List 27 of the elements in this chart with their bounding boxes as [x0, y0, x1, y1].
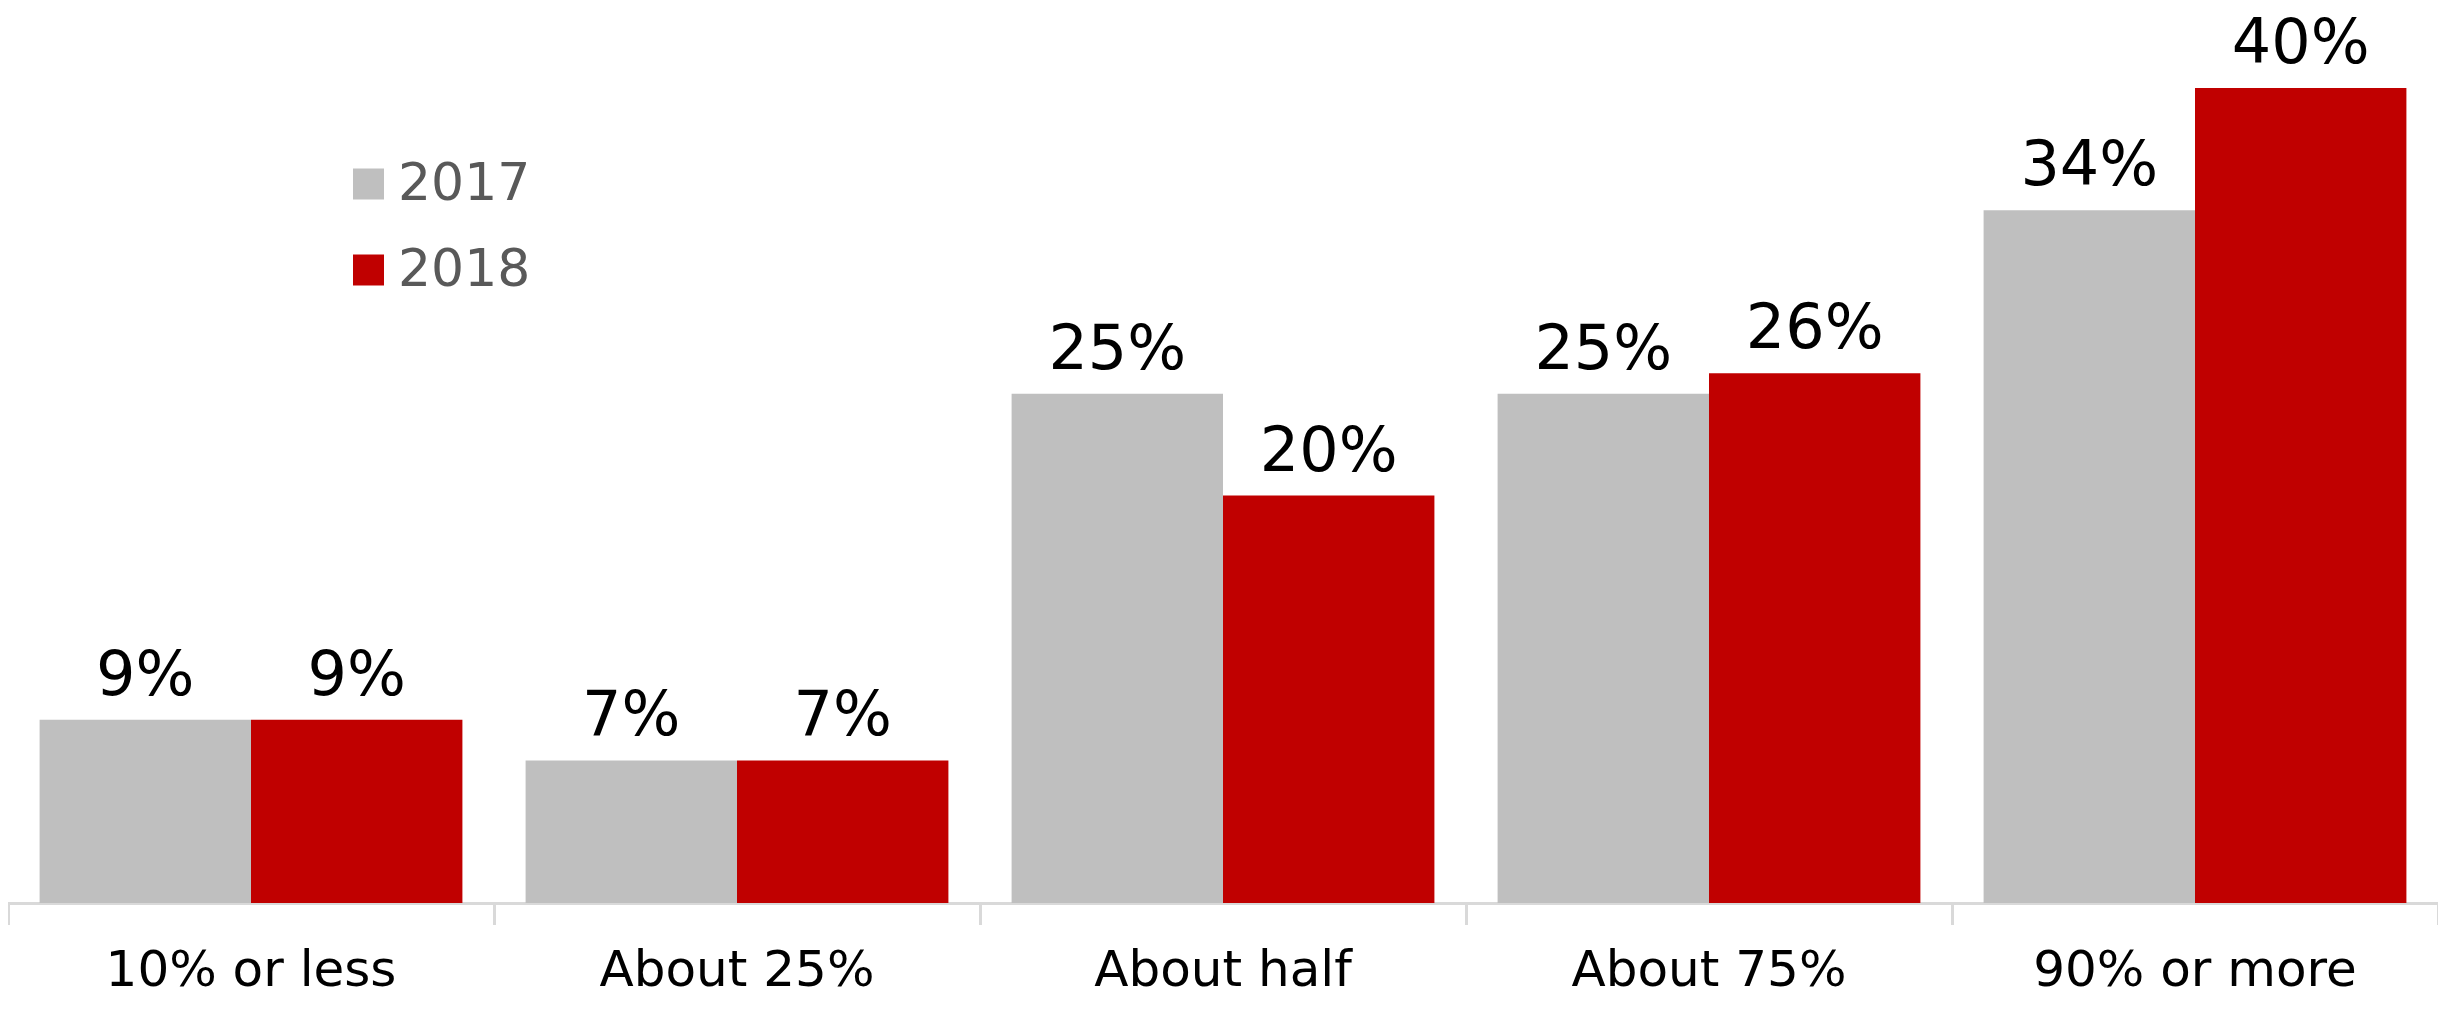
data-label: 7%: [793, 677, 892, 751]
x-tick-label: 90% or more: [2033, 939, 2357, 998]
data-label: 9%: [96, 636, 195, 710]
x-tick-label: About 25%: [599, 939, 875, 998]
bar: [1223, 495, 1435, 903]
x-tick-label: About half: [1094, 939, 1354, 998]
legend-label: 2017: [398, 151, 531, 212]
bar: [737, 760, 949, 903]
data-label: 25%: [1534, 310, 1673, 384]
bar: [2195, 88, 2407, 903]
legend-label: 2018: [398, 237, 531, 298]
bar: [525, 760, 737, 903]
x-tick-label: About 75%: [1571, 939, 1847, 998]
data-label: 40%: [2231, 5, 2370, 79]
bar: [39, 719, 251, 903]
data-label: 9%: [307, 636, 406, 710]
data-label: 25%: [1048, 310, 1187, 384]
bar: [251, 719, 463, 903]
data-label: 20%: [1259, 412, 1398, 486]
data-label: 7%: [582, 677, 681, 751]
bar: [1983, 210, 2195, 903]
x-tick-label: 10% or less: [105, 939, 397, 998]
data-label: 34%: [2020, 127, 2159, 201]
bar: [1709, 373, 1921, 903]
bar: [1497, 393, 1709, 903]
data-label: 26%: [1745, 290, 1884, 364]
bar: [1011, 393, 1223, 903]
